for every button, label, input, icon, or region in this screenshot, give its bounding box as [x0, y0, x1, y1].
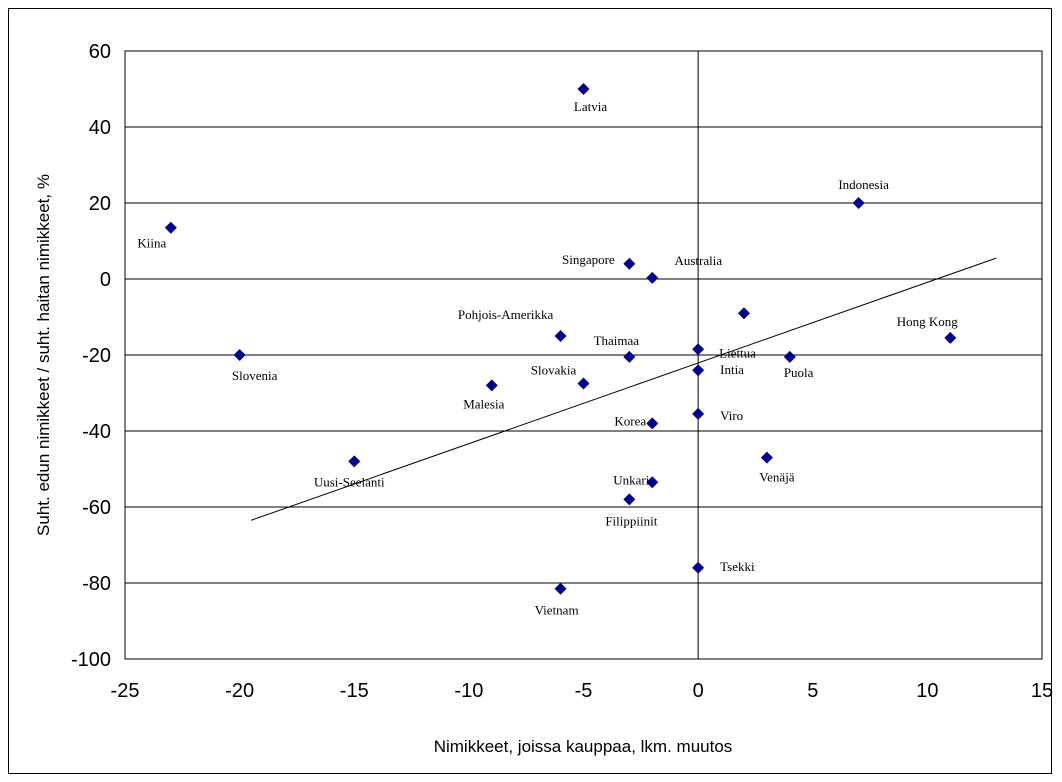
y-axis-title: Suht. edun nimikkeet / suht. haitan nimi…	[34, 174, 53, 536]
point-label: Slovenia	[232, 368, 278, 383]
y-tick-labels: -100 -80 -60 -40 -20 0 20 40 60	[71, 41, 111, 671]
point-label: Australia	[674, 253, 722, 268]
point-label: Pohjois-Amerikka	[458, 307, 554, 322]
x-tick-labels: -25 -20 -15 -10 -5 0 5 10 15	[111, 680, 1054, 702]
point-label: Kiina	[137, 236, 166, 251]
x-tick-label: 10	[916, 680, 938, 702]
y-tick-label: -40	[82, 421, 111, 443]
data-point	[737, 307, 750, 320]
point-label: Venäjä	[759, 470, 795, 485]
point-label: Intia	[720, 362, 744, 377]
data-point	[646, 476, 659, 489]
y-tick-label: 60	[89, 41, 111, 63]
y-tick-label: -60	[82, 497, 111, 519]
data-point	[554, 330, 567, 342]
data-point	[577, 377, 590, 390]
y-tick-label: 0	[100, 269, 111, 291]
data-point	[646, 271, 659, 284]
data-point	[783, 350, 796, 363]
y-tick-label: 20	[89, 193, 111, 215]
x-tick-label: -15	[340, 680, 369, 702]
x-tick-label: -20	[225, 680, 254, 702]
point-label: Singapore	[562, 252, 615, 267]
point-labels: Latvia Indonesia Kiina Singapore Australia Po…	[137, 99, 958, 618]
point-label: Latvia	[574, 99, 607, 114]
point-label: Uusi-Seelanti	[314, 474, 385, 489]
data-point	[623, 493, 636, 506]
x-tick-label: -25	[111, 680, 140, 702]
data-point	[944, 331, 957, 344]
y-tick-label: -80	[82, 573, 111, 595]
point-label: Korea	[614, 413, 646, 428]
data-point	[760, 451, 773, 464]
data-point	[348, 455, 361, 468]
point-label: Liettua	[719, 345, 756, 360]
x-tick-label: -5	[575, 680, 593, 702]
data-point	[692, 407, 705, 420]
y-tick-label: -20	[82, 345, 111, 367]
data-point	[692, 343, 705, 356]
data-point	[577, 83, 590, 95]
point-label: Unkari	[613, 472, 649, 487]
data-point	[692, 364, 705, 377]
data-point	[164, 221, 177, 234]
data-point	[233, 349, 246, 361]
data-point	[554, 582, 567, 595]
point-label: Tsekki	[720, 559, 755, 574]
data-point	[623, 350, 636, 363]
data-points	[164, 83, 957, 595]
gridlines	[125, 126, 1042, 584]
y-tick-label: 40	[89, 117, 111, 139]
x-tick-label: 0	[693, 680, 704, 702]
point-label: Filippiinit	[605, 513, 657, 528]
x-axis-title: Nimikkeet, joissa kauppaa, lkm. muutos	[434, 737, 733, 756]
y-tick-label: -100	[71, 649, 111, 671]
data-point	[485, 379, 498, 392]
x-tick-label: 15	[1031, 680, 1053, 702]
data-point	[646, 417, 659, 430]
point-label: Indonesia	[838, 177, 889, 192]
data-point	[852, 197, 865, 209]
point-label: Viro	[720, 408, 743, 423]
point-label: Puola	[784, 365, 814, 380]
point-label: Slovakia	[531, 363, 577, 378]
x-tick-label: -10	[454, 680, 483, 702]
data-point	[623, 257, 636, 270]
data-point	[692, 561, 705, 574]
trendline-group	[250, 257, 997, 521]
point-label: Malesia	[463, 396, 504, 411]
x-tick-label: 5	[807, 680, 818, 702]
point-label: Thaimaa	[594, 333, 640, 348]
point-label: Vietnam	[535, 603, 579, 618]
trendline	[250, 257, 997, 521]
point-label: Hong Kong	[897, 314, 959, 329]
